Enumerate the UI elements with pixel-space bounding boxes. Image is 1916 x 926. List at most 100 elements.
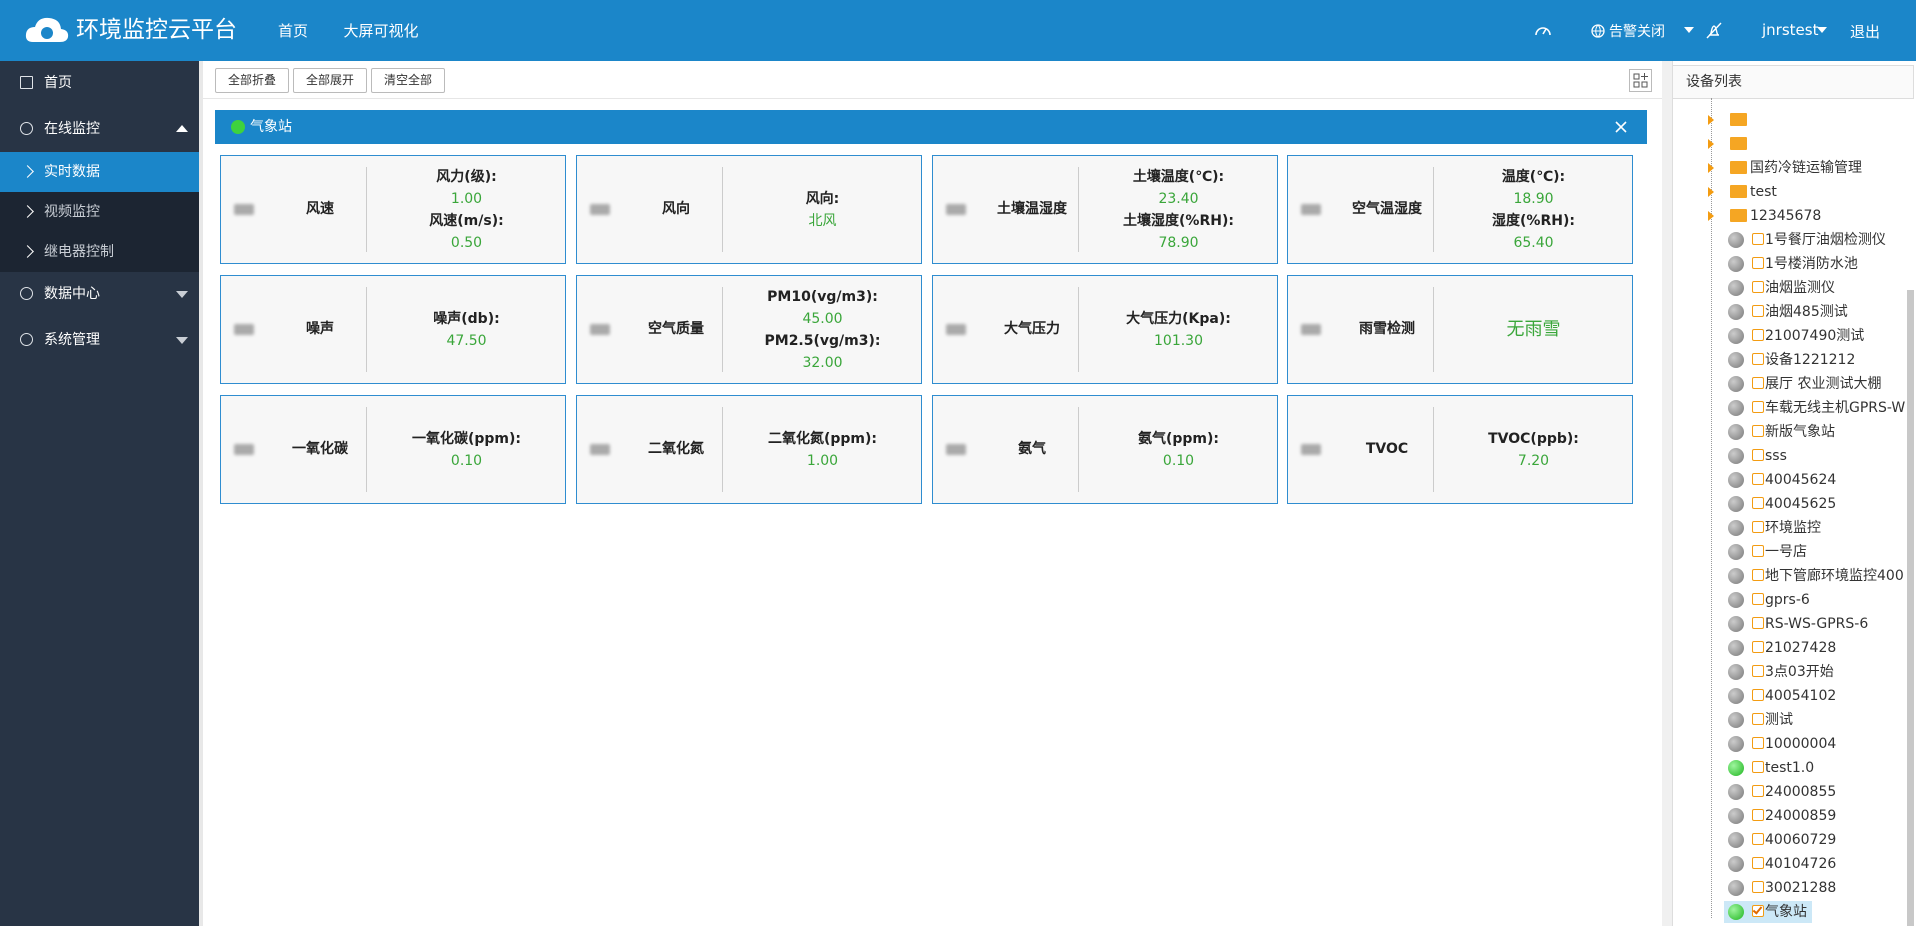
menu-item[interactable]: 数据中心: [44, 286, 100, 302]
device-status: [1728, 280, 1744, 296]
device-name[interactable]: 21007490测试: [1765, 328, 1865, 344]
device-checkbox[interactable]: [1752, 713, 1764, 725]
device-checkbox[interactable]: [1752, 785, 1764, 797]
menu-item[interactable]: 首页: [44, 75, 72, 91]
device-name[interactable]: 40104726: [1765, 856, 1837, 872]
device-checkbox[interactable]: [1752, 737, 1764, 749]
toolbar-button[interactable]: 清空全部: [371, 68, 445, 93]
device-name[interactable]: 展厅 农业测试大棚: [1765, 376, 1882, 392]
device-name[interactable]: RS-WS-GPRS-6: [1765, 616, 1869, 632]
panel-header: [1672, 65, 1914, 99]
device-checkbox[interactable]: [1752, 449, 1764, 461]
device-checkbox[interactable]: [1752, 473, 1764, 485]
device-checkbox[interactable]: [1752, 305, 1764, 317]
user-menu[interactable]: jnrstest: [1762, 21, 1819, 39]
device-checkbox[interactable]: [1752, 545, 1764, 557]
card-divider: [366, 287, 367, 372]
sensor-icon: [946, 324, 966, 335]
submenu-bg: [0, 232, 199, 272]
device-name[interactable]: gprs-6: [1765, 592, 1810, 608]
device-name[interactable]: 30021288: [1765, 880, 1837, 896]
device-checkbox[interactable]: [1752, 497, 1764, 509]
nav-link[interactable]: 首页: [277, 22, 308, 40]
menu-item[interactable]: 系统管理: [44, 332, 100, 348]
device-name[interactable]: 3点03开始: [1765, 664, 1834, 680]
device-name[interactable]: 1号楼消防水池: [1765, 256, 1858, 272]
device-name[interactable]: 24000859: [1765, 808, 1837, 824]
device-name[interactable]: 车载无线主机GPRS-W: [1765, 400, 1906, 416]
device-checkbox[interactable]: [1752, 665, 1764, 677]
device-checkbox[interactable]: [1752, 329, 1764, 341]
device-name[interactable]: 40045625: [1765, 496, 1837, 512]
toolbar-button[interactable]: 全部展开: [293, 68, 367, 93]
device-checkbox[interactable]: [1752, 809, 1764, 821]
sensor-name: 风向: [662, 201, 690, 217]
device-name[interactable]: 21027428: [1765, 640, 1837, 656]
device-name[interactable]: 地下管廊环境监控400: [1765, 568, 1904, 584]
tree-expander[interactable]: [1708, 115, 1714, 125]
folder-name[interactable]: 12345678: [1750, 208, 1822, 224]
device-name[interactable]: 一号店: [1765, 544, 1807, 560]
device-checkbox[interactable]: [1752, 425, 1764, 437]
sensor-icon: [1301, 204, 1321, 215]
reading-label: 二氧化氮(ppm):: [767, 430, 878, 447]
device-name[interactable]: 24000855: [1765, 784, 1837, 800]
tree-expander[interactable]: [1708, 139, 1714, 149]
reading-label: 湿度(%RH):: [1492, 212, 1575, 229]
toolbar-button[interactable]: 全部折叠: [215, 68, 289, 93]
device-checkbox[interactable]: [1752, 881, 1764, 893]
card-divider: [1433, 407, 1434, 492]
logout[interactable]: 退出: [1850, 23, 1881, 41]
folder-icon: [1730, 185, 1747, 198]
device-name[interactable]: 油烟485测试: [1765, 304, 1848, 320]
reading-value: 7.20: [1517, 452, 1550, 469]
device-name[interactable]: 新版气象站: [1765, 424, 1835, 440]
nav-link[interactable]: 大屏可视化: [343, 22, 419, 40]
device-checkbox[interactable]: [1752, 857, 1764, 869]
device-name[interactable]: 40060729: [1765, 832, 1837, 848]
reading-value: 0.10: [450, 452, 483, 469]
device-name[interactable]: 1号餐厅油烟检测仪: [1765, 232, 1886, 248]
tree-expander[interactable]: [1708, 211, 1714, 221]
device-name[interactable]: 测试: [1765, 712, 1793, 728]
alarm-toggle[interactable]: 告警关闭: [1609, 24, 1665, 40]
device-status: [1728, 688, 1744, 704]
menu-item[interactable]: 实时数据: [44, 164, 100, 180]
device-checkbox[interactable]: [1752, 257, 1764, 269]
device-checkbox[interactable]: [1752, 377, 1764, 389]
device-name[interactable]: test1.0: [1765, 760, 1815, 776]
device-checkbox[interactable]: [1752, 401, 1764, 413]
dashboard-icon[interactable]: [1534, 22, 1552, 38]
device-checkbox[interactable]: [1752, 833, 1764, 845]
close-icon[interactable]: [1614, 120, 1628, 134]
folder-name[interactable]: 国药冷链运输管理: [1750, 160, 1862, 176]
device-checkbox[interactable]: [1752, 521, 1764, 533]
device-checkbox[interactable]: [1752, 353, 1764, 365]
device-name[interactable]: 气象站: [1765, 904, 1807, 920]
bell-off-icon[interactable]: [1706, 22, 1722, 39]
device-name[interactable]: 设备1221212: [1765, 352, 1856, 368]
tree-expander[interactable]: [1708, 187, 1714, 197]
device-name[interactable]: 油烟监测仪: [1765, 280, 1835, 296]
layout-toggle[interactable]: [1629, 69, 1652, 92]
device-checkbox[interactable]: [1752, 641, 1764, 653]
folder-name[interactable]: test: [1750, 184, 1777, 200]
device-name[interactable]: 10000004: [1765, 736, 1837, 752]
tree-expander[interactable]: [1708, 163, 1714, 173]
device-checkbox[interactable]: [1752, 593, 1764, 605]
device-checkbox[interactable]: [1752, 569, 1764, 581]
reading-value: 65.40: [1513, 234, 1554, 251]
device-checkbox[interactable]: [1752, 905, 1764, 917]
device-checkbox[interactable]: [1752, 617, 1764, 629]
device-name[interactable]: 40054102: [1765, 688, 1837, 704]
device-checkbox[interactable]: [1752, 281, 1764, 293]
menu-item[interactable]: 在线监控: [44, 121, 100, 137]
menu-item[interactable]: 视频监控: [44, 204, 100, 220]
device-checkbox[interactable]: [1752, 689, 1764, 701]
device-checkbox[interactable]: [1752, 761, 1764, 773]
device-name[interactable]: 40045624: [1765, 472, 1837, 488]
device-checkbox[interactable]: [1752, 233, 1764, 245]
device-name[interactable]: 环境监控: [1765, 520, 1821, 536]
device-name[interactable]: sss: [1765, 448, 1787, 464]
menu-item[interactable]: 继电器控制: [44, 244, 114, 260]
